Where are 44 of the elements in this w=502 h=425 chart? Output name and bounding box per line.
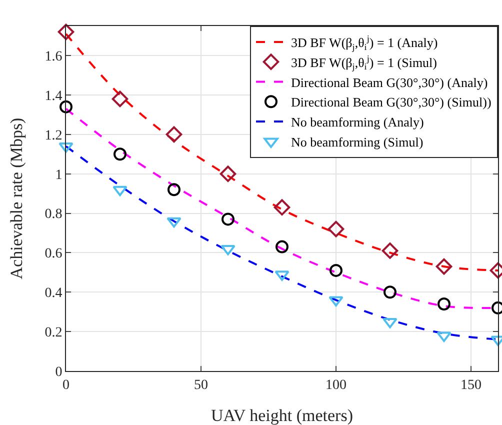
- point: [436, 332, 452, 342]
- y-tick-label: 0: [55, 364, 62, 380]
- point: [274, 270, 290, 281]
- legend-label: No beamforming (Simul): [291, 134, 424, 150]
- point: [436, 258, 452, 275]
- y-axis-title: Achievable rate (Mbps): [7, 118, 26, 280]
- legend-label: 3D BF W(β$_{j}$,θ$_{i}$$^{j}$) = 1 (Analy): [291, 34, 438, 52]
- x-tick-label: 50: [194, 378, 208, 393]
- point: [112, 186, 128, 196]
- legend-label: Directional Beam G(30°,30°) (Simul)): [291, 94, 492, 110]
- point: [328, 220, 344, 238]
- point: [328, 296, 344, 307]
- y-tick-label: 1.6: [44, 49, 62, 64]
- point: [384, 286, 396, 299]
- point: [166, 126, 182, 143]
- point: [276, 240, 288, 254]
- legend-label: 3D BF W(β$_{j}$,θ$_{i}$$^{j}$) = 1 (Simul): [291, 53, 437, 72]
- point: [114, 148, 126, 161]
- y-tick-label: 1: [55, 168, 62, 183]
- y-tick-label: 0.4: [44, 286, 62, 302]
- point: [60, 100, 72, 114]
- y-tick-label: 1.4: [44, 88, 62, 104]
- x-tick-label: 100: [326, 378, 346, 393]
- point: [112, 90, 128, 108]
- point: [222, 212, 234, 226]
- x-axis-title: UAV height (meters): [211, 406, 353, 425]
- point: [220, 245, 236, 256]
- point: [330, 264, 342, 277]
- point: [274, 199, 290, 216]
- legend-label: No beamforming (Analy): [291, 114, 424, 130]
- y-tick-label: 1.2: [44, 128, 62, 144]
- point: [58, 24, 74, 40]
- point: [166, 217, 182, 228]
- point: [438, 297, 450, 310]
- point: [168, 183, 180, 196]
- y-tick-label: 0.2: [44, 325, 62, 340]
- y-tick-label: 0.6: [44, 246, 62, 262]
- point: [382, 242, 398, 259]
- point: [382, 318, 398, 328]
- point: [220, 166, 236, 182]
- point: [58, 142, 74, 153]
- legend-label: Directional Beam G(30°,30°) (Analy): [291, 74, 488, 90]
- x-tick-label: 150: [460, 378, 482, 393]
- y-tick-label: 0.8: [44, 207, 62, 222]
